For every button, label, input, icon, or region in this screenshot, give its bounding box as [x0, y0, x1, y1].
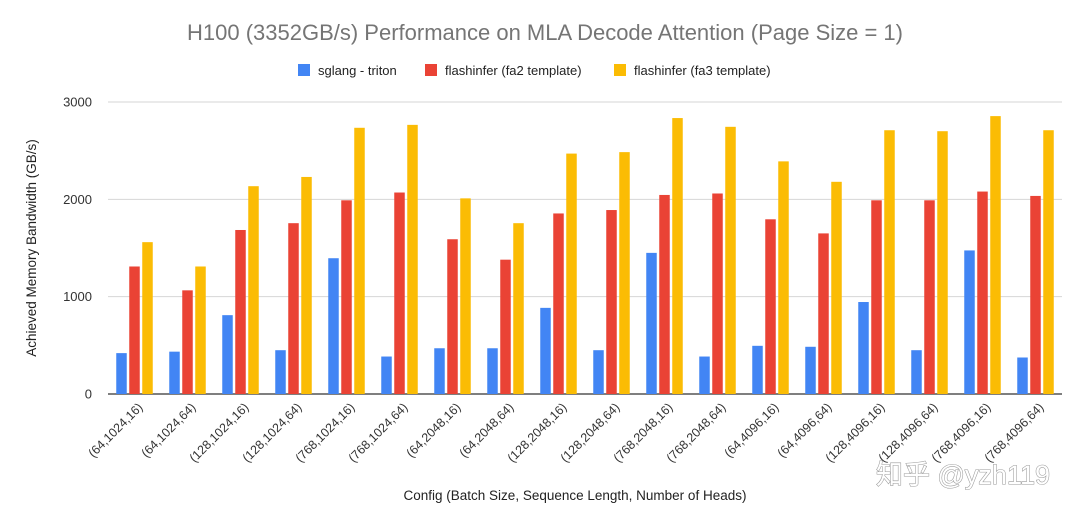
bar-sglang-triton-2 — [222, 315, 233, 394]
x-tick-label: (64,4096,16) — [722, 400, 782, 460]
bar-flashinfer-fa2-template-2 — [235, 229, 246, 394]
legend-swatch-flashinfer-fa3 — [614, 64, 626, 76]
bar-flashinfer-fa2-template-0 — [129, 266, 140, 394]
bar-flashinfer-fa2-template-15 — [924, 200, 935, 394]
bar-sglang-triton-15 — [911, 350, 922, 394]
bar-sglang-triton-17 — [1017, 357, 1028, 394]
bar-flashinfer-fa3-template-9 — [619, 152, 630, 394]
bar-sglang-triton-11 — [699, 356, 710, 394]
bar-flashinfer-fa3-template-14 — [884, 130, 895, 395]
bar-flashinfer-fa3-template-17 — [1043, 130, 1054, 395]
bar-sglang-triton-8 — [540, 307, 551, 394]
y-tick-label: 1000 — [63, 289, 92, 304]
legend-swatch-flashinfer-fa2 — [425, 64, 437, 76]
bar-flashinfer-fa3-template-0 — [142, 242, 153, 394]
watermark: 知乎 @yzh119 — [876, 460, 1050, 490]
bar-sglang-triton-3 — [275, 350, 286, 394]
bar-flashinfer-fa3-template-2 — [248, 186, 259, 394]
bar-flashinfer-fa3-template-6 — [460, 198, 471, 394]
bar-flashinfer-fa3-template-11 — [725, 126, 736, 394]
y-axis-ticks: 0 1000 2000 3000 — [63, 95, 92, 402]
bar-flashinfer-fa3-template-3 — [301, 176, 312, 394]
bar-flashinfer-fa3-template-13 — [831, 181, 842, 394]
bar-sglang-triton-16 — [964, 250, 975, 394]
bar-flashinfer-fa2-template-17 — [1030, 195, 1041, 394]
bar-flashinfer-fa3-template-12 — [778, 161, 789, 394]
legend: sglang - triton flashinfer (fa2 template… — [298, 63, 771, 78]
bar-sglang-triton-1 — [169, 351, 180, 394]
bar-sglang-triton-14 — [858, 302, 869, 394]
bar-sglang-triton-5 — [381, 356, 392, 394]
bar-flashinfer-fa2-template-8 — [553, 213, 564, 394]
x-tick-label: (64,1024,16) — [86, 400, 146, 460]
bar-flashinfer-fa2-template-6 — [447, 239, 458, 394]
bar-flashinfer-fa2-template-16 — [977, 191, 988, 394]
legend-swatch-sglang-triton — [298, 64, 310, 76]
bar-sglang-triton-10 — [646, 252, 657, 394]
bars — [116, 116, 1054, 395]
bar-flashinfer-fa3-template-7 — [513, 223, 524, 394]
bar-sglang-triton-0 — [116, 353, 127, 394]
bar-flashinfer-fa3-template-15 — [937, 131, 948, 394]
bar-sglang-triton-7 — [487, 348, 498, 394]
bar-flashinfer-fa2-template-9 — [606, 210, 617, 394]
bar-flashinfer-fa3-template-5 — [407, 124, 418, 395]
bar-flashinfer-fa3-template-8 — [566, 153, 577, 394]
bar-flashinfer-fa2-template-14 — [871, 200, 882, 394]
bar-flashinfer-fa3-template-1 — [195, 266, 206, 394]
bar-sglang-triton-13 — [805, 346, 816, 394]
legend-label-flashinfer-fa2: flashinfer (fa2 template) — [445, 63, 582, 78]
bar-flashinfer-fa2-template-11 — [712, 193, 723, 394]
bar-flashinfer-fa2-template-4 — [341, 200, 352, 394]
x-tick-label: (64,2048,16) — [404, 400, 464, 460]
bar-sglang-triton-6 — [434, 348, 445, 394]
bar-flashinfer-fa2-template-7 — [500, 259, 511, 394]
y-tick-label: 2000 — [63, 192, 92, 207]
gridlines — [108, 101, 1062, 395]
y-axis-label: Achieved Memory Bandwidth (GB/s) — [24, 139, 39, 357]
y-tick-label: 0 — [85, 387, 92, 402]
bar-flashinfer-fa2-template-3 — [288, 223, 299, 394]
bar-sglang-triton-9 — [593, 350, 604, 394]
bar-flashinfer-fa3-template-16 — [990, 116, 1001, 395]
legend-label-sglang-triton: sglang - triton — [318, 63, 397, 78]
bar-flashinfer-fa2-template-1 — [182, 290, 193, 394]
bar-flashinfer-fa2-template-10 — [659, 194, 670, 394]
bar-flashinfer-fa2-template-12 — [765, 219, 776, 394]
legend-label-flashinfer-fa3: flashinfer (fa3 template) — [634, 63, 771, 78]
bar-flashinfer-fa3-template-4 — [354, 127, 365, 394]
bar-flashinfer-fa2-template-5 — [394, 192, 405, 394]
x-axis-ticks: (64,1024,16)(64,1024,64)(128,1024,16)(12… — [86, 400, 1047, 465]
bar-flashinfer-fa3-template-10 — [672, 118, 683, 394]
bar-sglang-triton-12 — [752, 345, 763, 394]
bar-flashinfer-fa2-template-13 — [818, 233, 829, 394]
bar-sglang-triton-4 — [328, 258, 339, 394]
chart-title: H100 (3352GB/s) Performance on MLA Decod… — [187, 20, 903, 45]
x-axis-label: Config (Batch Size, Sequence Length, Num… — [404, 488, 747, 503]
y-tick-label: 3000 — [63, 95, 92, 110]
